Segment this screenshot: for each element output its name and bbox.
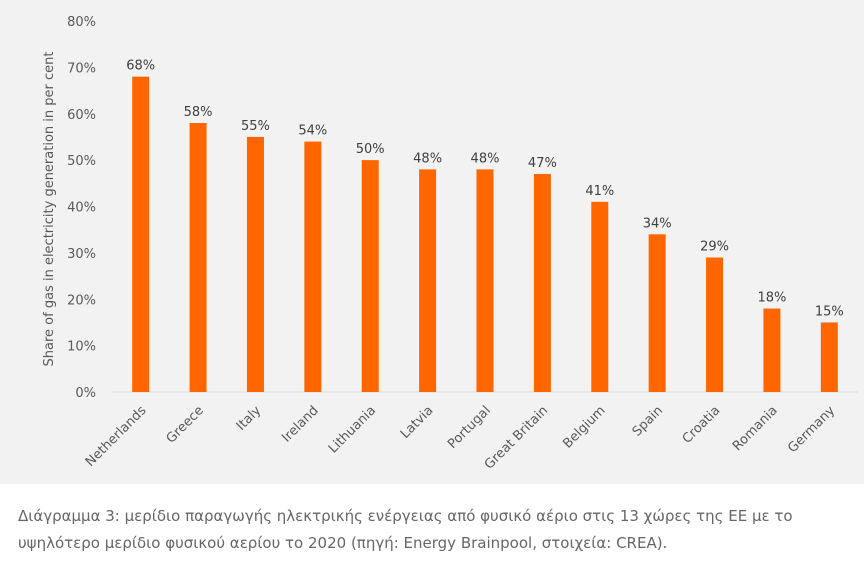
x-tick-label: Greece [164, 403, 207, 446]
bar [304, 141, 322, 392]
x-tick-label: Romania [730, 403, 781, 454]
data-label: 47% [528, 156, 557, 171]
y-tick-label: 60% [67, 108, 96, 123]
x-tick-label: Latvia [398, 403, 437, 442]
data-label: 41% [585, 184, 614, 199]
bar [132, 76, 150, 393]
x-tick-label: Belgium [560, 403, 608, 451]
data-label: 68% [126, 59, 155, 74]
data-labels: 68% 58% 55% 54% 50% 48% 48% 47% 41% 34% 29% 18% 15% [126, 59, 844, 320]
bars [132, 76, 838, 393]
bar [246, 136, 264, 392]
x-tick-label: Lithuania [326, 403, 379, 456]
bar [763, 308, 781, 392]
bar [361, 160, 379, 392]
y-tick-label: 50% [67, 154, 96, 169]
bar [419, 169, 437, 392]
data-label: 18% [757, 291, 786, 306]
y-tick-label: 0% [75, 386, 96, 401]
data-label: 54% [298, 124, 327, 139]
x-tick-label: Croatia [680, 403, 724, 447]
bar [533, 174, 551, 392]
data-label: 34% [643, 216, 672, 231]
data-label: 48% [471, 151, 500, 166]
y-tick-label: 10% [67, 340, 96, 355]
x-tick-label: Ireland [279, 403, 321, 445]
bar [648, 234, 666, 392]
data-label: 29% [700, 240, 729, 255]
x-tick-label: Germany [785, 403, 838, 456]
y-axis-title: Share of gas in electricity generation i… [42, 52, 57, 367]
y-axis-ticks: 0% 10% 20% 30% 40% 50% 60% 70% 80% [67, 15, 96, 401]
bar [189, 123, 207, 393]
data-label: 15% [815, 304, 844, 319]
figure-caption: Διάγραμμα 3: μερίδιο παραγωγής ηλεκτρική… [18, 507, 793, 552]
x-tick-label: Spain [630, 403, 666, 439]
category-labels: Netherlands Greece Italy Ireland Lithuania La… [83, 403, 838, 473]
data-label: 58% [184, 105, 213, 120]
bar-chart: Share of gas in electricity generation i… [42, 15, 858, 473]
bar [820, 322, 838, 392]
y-tick-label: 20% [67, 293, 96, 308]
y-tick-label: 40% [67, 201, 96, 216]
bar [706, 257, 724, 392]
data-label: 50% [356, 142, 385, 157]
bar [476, 169, 494, 392]
x-tick-label: Netherlands [83, 403, 150, 470]
y-tick-label: 30% [67, 247, 96, 262]
y-tick-label: 80% [67, 15, 96, 30]
bar [591, 201, 609, 392]
y-tick-label: 70% [67, 61, 96, 76]
chart-panel: Share of gas in electricity generation i… [0, 0, 864, 484]
x-tick-label: Portugal [445, 403, 494, 452]
data-label: 55% [241, 119, 270, 134]
x-tick-label: Italy [234, 403, 265, 434]
data-label: 48% [413, 151, 442, 166]
